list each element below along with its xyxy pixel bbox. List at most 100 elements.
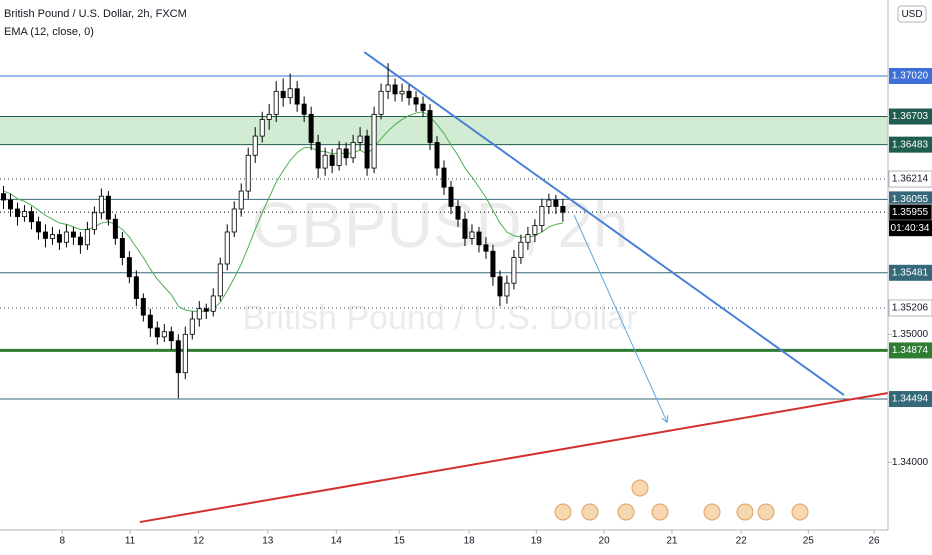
- x-tick-label: 18: [464, 536, 476, 547]
- candle-body: [175, 340, 181, 374]
- event-icon[interactable]: [651, 503, 669, 521]
- candle-body: [420, 103, 426, 111]
- candle-body: [280, 90, 286, 99]
- candle-body: [231, 208, 237, 233]
- candle-body: [105, 195, 111, 220]
- candle-body: [189, 318, 195, 335]
- candle-body: [294, 88, 300, 105]
- watermark-name: British Pound / U.S. Dollar: [243, 299, 638, 337]
- candle-body: [182, 333, 188, 374]
- candle-body: [273, 90, 279, 115]
- x-tick-label: 20: [599, 536, 611, 547]
- candle-body: [56, 234, 62, 243]
- candle-body: [133, 276, 139, 299]
- price-label-box: [889, 67, 932, 84]
- candle-body: [315, 142, 321, 169]
- candle-body: [525, 234, 531, 243]
- price-label: 1.37020: [892, 71, 929, 82]
- candle-body: [343, 148, 349, 159]
- chart-title: British Pound / U.S. Dollar, 2h, FXCM: [4, 8, 187, 20]
- candle-body: [287, 88, 293, 99]
- candle-body: [413, 97, 419, 105]
- watermark: GBPUSD, 2h British Pound / U.S. Dollar: [243, 189, 638, 337]
- countdown-box: [889, 220, 932, 237]
- candle-body: [469, 231, 475, 239]
- candle-body: [329, 154, 335, 166]
- candle-body: [91, 212, 97, 230]
- candle-body: [476, 231, 482, 246]
- price-label-box: [889, 342, 932, 359]
- price-label: 1.35206: [892, 303, 929, 314]
- candle-body: [217, 263, 223, 297]
- price-label-box: [889, 264, 932, 281]
- x-tick-label: 25: [803, 536, 815, 547]
- candle-body: [238, 190, 244, 210]
- candle-body: [392, 84, 398, 95]
- candle-body: [63, 231, 69, 243]
- candle-body: [490, 250, 496, 278]
- candle-body: [497, 276, 503, 297]
- event-icon[interactable]: [736, 503, 754, 521]
- candle-body: [28, 211, 34, 223]
- candle-body: [434, 142, 440, 169]
- candle-body: [511, 257, 517, 284]
- x-tick-label: 22: [736, 536, 748, 547]
- currency[interactable]: USD: [901, 9, 922, 20]
- candle-body: [504, 282, 510, 297]
- candle-body: [42, 231, 48, 239]
- candle-body: [35, 221, 41, 233]
- x-tick-label: 19: [531, 536, 543, 547]
- x-tick-label: 21: [666, 536, 678, 547]
- price-label: 1.36703: [892, 111, 929, 122]
- axes: 1.37020 1.36703 1.36483 1.36214 1.36055 1.359…: [59, 67, 932, 547]
- candle-body: [448, 186, 454, 207]
- currency-box[interactable]: [897, 5, 927, 23]
- candle-body: [462, 218, 468, 239]
- candle-body: [259, 119, 265, 137]
- candle-body: [532, 225, 538, 235]
- candle-body: [119, 237, 125, 258]
- event-icon[interactable]: [617, 503, 635, 521]
- candle-body: [161, 331, 167, 338]
- event-icon[interactable]: [703, 503, 721, 521]
- candle-body: [441, 167, 447, 188]
- candle-body: [266, 113, 272, 120]
- price-label: 1.36214: [892, 174, 929, 185]
- price-label: 1.36483: [892, 139, 929, 150]
- candle-body: [322, 154, 328, 169]
- candle-body: [126, 257, 132, 278]
- candle-body: [336, 148, 342, 166]
- price-label-box: [888, 170, 932, 188]
- price-label-box: [889, 108, 932, 125]
- candle-body: [0, 193, 6, 201]
- candle-body: [364, 135, 370, 169]
- candle-body: [14, 208, 20, 218]
- candle-body: [378, 90, 384, 115]
- event-icon[interactable]: [757, 503, 775, 521]
- x-tick-label: 15: [394, 536, 406, 547]
- support-zone: [0, 116, 888, 145]
- candle-body: [168, 331, 174, 342]
- candle-body: [539, 206, 545, 227]
- candle-body: [427, 110, 433, 143]
- x-tick-label: 14: [331, 536, 343, 547]
- candle-body: [224, 231, 230, 265]
- event-icon[interactable]: [791, 503, 809, 521]
- x-tick-label: 12: [193, 536, 205, 547]
- event-icon[interactable]: [581, 503, 599, 521]
- price-label: 1.34874: [892, 345, 929, 356]
- event-icon[interactable]: [554, 503, 572, 521]
- price-label: 1.34494: [892, 394, 929, 405]
- trend-line: [363, 51, 845, 396]
- price-label: 1.35955: [892, 207, 929, 218]
- event-icons: [554, 479, 809, 521]
- plot-area: [0, 51, 889, 524]
- event-icon[interactable]: [631, 479, 649, 497]
- countdown: 01:40:34: [891, 223, 930, 234]
- candle-body: [210, 295, 216, 312]
- candle-body: [385, 84, 391, 92]
- trend-line: [139, 392, 889, 524]
- projection-arrow: [573, 214, 667, 422]
